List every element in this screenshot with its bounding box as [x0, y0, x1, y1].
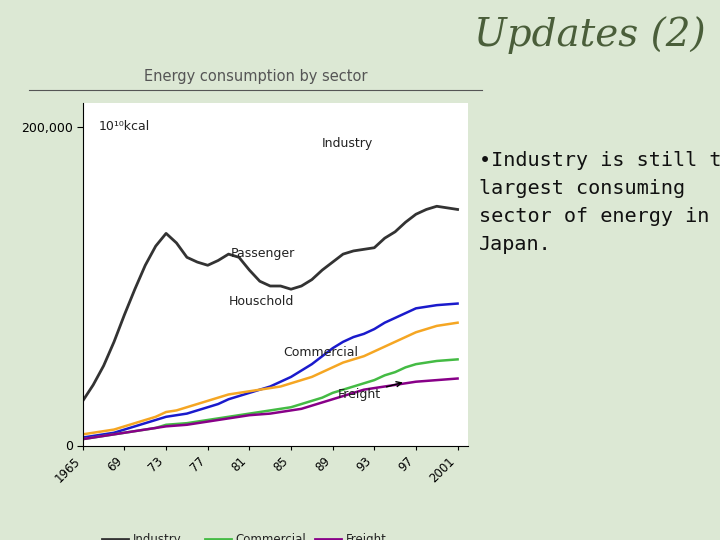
Text: •Industry is still the
largest consuming
sector of energy in
Japan.: •Industry is still the largest consuming… [479, 151, 720, 254]
Text: Houschold: Houschold [229, 295, 294, 308]
Text: Commercial: Commercial [283, 347, 358, 360]
Text: Freight: Freight [338, 382, 401, 401]
Text: Energy consumption by sector: Energy consumption by sector [144, 69, 367, 84]
Text: Updates (2): Updates (2) [474, 16, 706, 54]
Text: Industry: Industry [322, 137, 373, 150]
Legend: Industry, Household, Commercial, Passenger, Freight: Industry, Household, Commercial, Passeng… [97, 529, 392, 540]
Text: 10¹⁰kcal: 10¹⁰kcal [98, 120, 150, 133]
Text: Passenger: Passenger [230, 247, 294, 260]
